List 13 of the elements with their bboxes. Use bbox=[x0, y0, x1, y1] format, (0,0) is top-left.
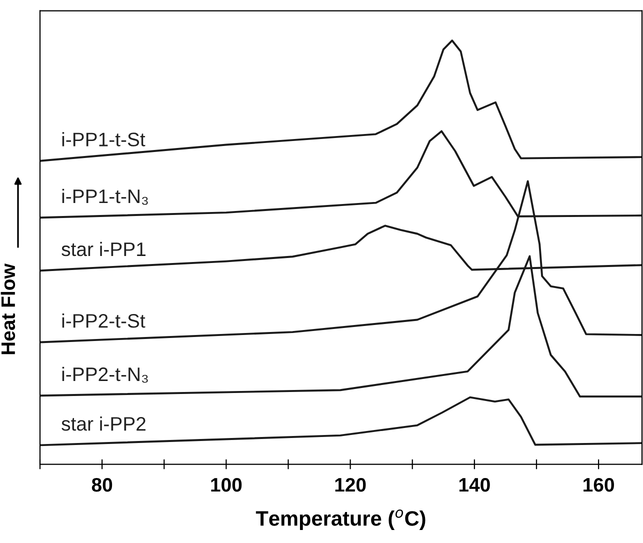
x-tick-label: 140 bbox=[459, 478, 490, 492]
series-label: i-PP2-t-St bbox=[62, 314, 146, 328]
series-label: i-PP2-t-N₃ bbox=[62, 366, 148, 383]
y-axis-title: Heat Flow bbox=[0, 264, 16, 354]
x-tick-label: 160 bbox=[584, 478, 614, 492]
x-tick-label: 120 bbox=[335, 478, 366, 492]
series-label: i-PP1-t-St bbox=[62, 132, 146, 146]
x-tick-label: 100 bbox=[211, 478, 242, 492]
x-tick-label: 80 bbox=[92, 478, 112, 492]
series-label: star i-PP1 bbox=[62, 242, 146, 256]
series-label: star i-PP2 bbox=[62, 416, 146, 431]
x-axis-title: Temperature ($^{o}$C) bbox=[256, 509, 426, 530]
series-label: i-PP1-t-N₃ bbox=[62, 188, 148, 205]
